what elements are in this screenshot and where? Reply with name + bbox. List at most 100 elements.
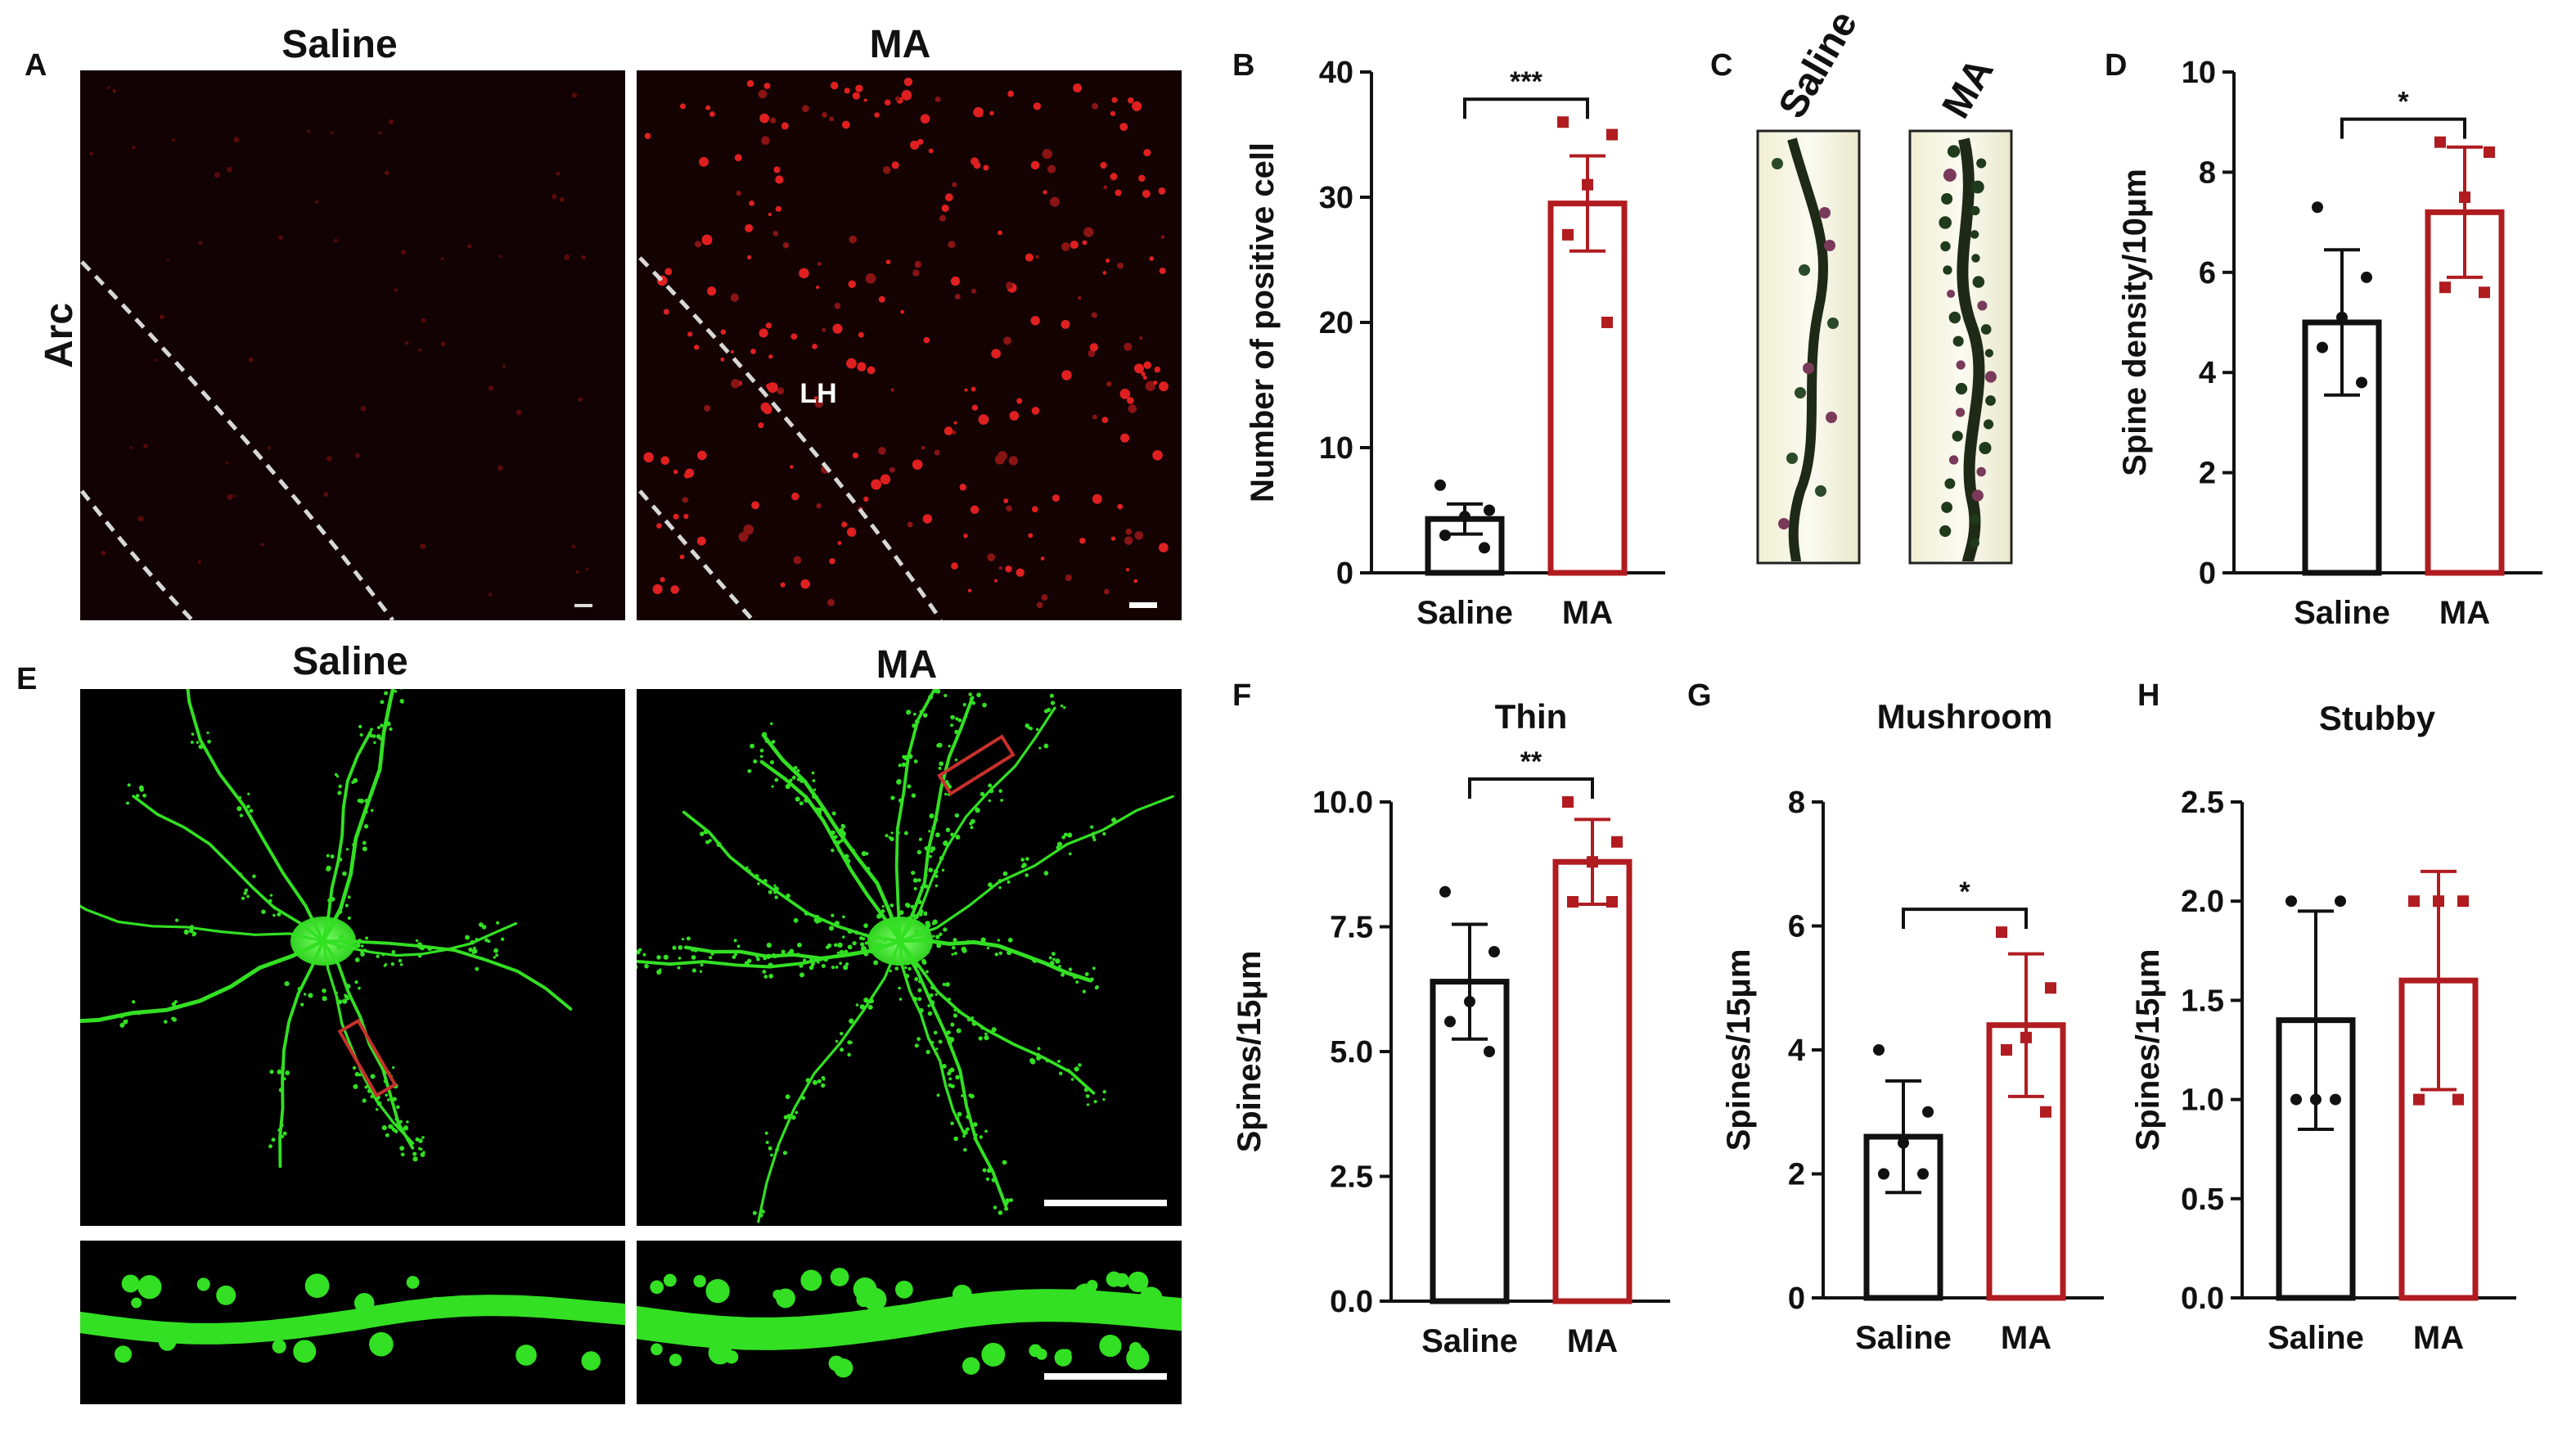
signal-dot: [790, 465, 794, 469]
dendrite-puncta: [1067, 832, 1073, 838]
y-tick-label: 2.5: [2181, 786, 2224, 820]
dendrite-branch: [894, 689, 937, 943]
dendrite-puncta: [347, 895, 351, 899]
dendrite-puncta: [944, 792, 948, 796]
dendrite-puncta: [337, 791, 342, 795]
roi-box: [337, 1018, 398, 1098]
spine: [1976, 466, 1986, 477]
y-axis-label: Spines/15μm: [1232, 951, 1268, 1153]
spine: [1976, 158, 1987, 169]
dendrite-puncta: [1092, 838, 1097, 842]
signal-dot: [768, 354, 773, 359]
data-point: [2433, 895, 2444, 908]
data-point: [1606, 128, 1618, 141]
dendrite-puncta: [934, 993, 938, 996]
region-boundary-line: [80, 260, 394, 622]
signal-dot: [1132, 101, 1142, 111]
dendrite-puncta: [951, 953, 954, 956]
dendrite-puncta: [932, 935, 935, 938]
signal-dot: [747, 255, 752, 260]
dendrite-puncta: [844, 858, 851, 864]
dendrite-puncta: [935, 1047, 939, 1051]
signal-dot: [159, 314, 164, 320]
spine: [1827, 318, 1839, 329]
dendrite-puncta: [391, 1065, 395, 1070]
dendrite-puncta: [921, 960, 927, 965]
dendrite-puncta: [970, 1093, 975, 1099]
signal-dot: [781, 122, 789, 130]
dendrite-puncta: [370, 1074, 376, 1079]
spine: [724, 1350, 739, 1364]
signal-dot: [775, 205, 781, 212]
signal-dot: [1036, 601, 1043, 609]
dendrite-puncta: [772, 953, 777, 959]
dendrite-puncta: [934, 832, 940, 838]
signal-dot: [330, 131, 334, 134]
spine: [406, 1276, 420, 1289]
dendrite-puncta: [831, 848, 835, 853]
dendrite-puncta: [479, 922, 484, 927]
dendrite-puncta: [756, 957, 760, 962]
signal-dot: [1033, 102, 1042, 110]
dendrite-puncta: [354, 957, 360, 962]
signal-dot: [1016, 398, 1023, 404]
signal-dot: [1008, 456, 1018, 466]
dendrite-puncta: [975, 807, 979, 811]
spine: [1980, 324, 1992, 335]
dendrite-puncta: [769, 759, 774, 764]
dendrite-puncta: [785, 784, 790, 790]
y-tick-label: 2.0: [2181, 885, 2224, 919]
signal-dot: [260, 543, 264, 547]
data-point: [1434, 479, 1446, 491]
signal-dot: [1128, 404, 1137, 413]
dendrite-puncta: [764, 1131, 768, 1135]
dendrite-puncta: [66, 893, 70, 896]
spine: [856, 1291, 871, 1308]
dendrite-puncta: [811, 771, 815, 775]
signal-dot: [846, 358, 857, 369]
chart-title: Stubby: [2319, 699, 2436, 737]
dendrite-puncta: [1002, 871, 1008, 876]
signal-dot: [488, 385, 494, 391]
spine: [981, 1342, 1006, 1367]
dendrite-puncta: [956, 1028, 961, 1034]
signal-dot: [889, 466, 895, 473]
dendrite-puncta: [1055, 958, 1061, 964]
dendrite-puncta: [929, 993, 934, 998]
dendrite-puncta: [836, 951, 840, 954]
dendrite-puncta: [1082, 989, 1087, 993]
dendrite-puncta: [1043, 871, 1049, 876]
dendrite-puncta: [916, 849, 922, 855]
signal-dot: [1007, 90, 1014, 97]
signal-dot: [1065, 574, 1072, 582]
dendrite-puncta: [923, 911, 927, 915]
dendrite-puncta: [894, 966, 899, 971]
signal-dot: [1128, 97, 1134, 104]
signal-dot: [998, 230, 1002, 236]
dendrite-puncta: [322, 996, 327, 1002]
significance-label: *: [1959, 876, 1970, 908]
dendrite-puncta: [878, 942, 882, 946]
dendrite-puncta: [691, 955, 696, 960]
y-tick-label: 8: [1788, 786, 1805, 820]
dendrite-puncta: [993, 1205, 998, 1210]
dendrite-puncta: [785, 1094, 790, 1100]
dendrite-puncta: [947, 1071, 952, 1076]
signal-dot: [1088, 349, 1096, 358]
signal-dot: [950, 276, 961, 286]
signal-dot: [963, 534, 968, 538]
data-point: [1996, 926, 2007, 939]
dendrite-puncta: [417, 953, 422, 958]
dendrite-puncta: [369, 728, 373, 732]
signal-dot: [766, 383, 772, 390]
dendrite-puncta: [383, 691, 389, 696]
chart-f: F Thin Spines/15μm 0.0 2.5 5.0 7.5 10.0 Saline MA…: [1232, 678, 1670, 1359]
signal-dot: [440, 257, 444, 260]
signal-dot: [1125, 528, 1133, 535]
dendrite-puncta: [1029, 1057, 1035, 1063]
y-tick-label: 4: [1788, 1034, 1805, 1068]
dendrite-puncta: [277, 912, 281, 917]
data-point: [2330, 1093, 2341, 1106]
dendrite-puncta: [43, 887, 47, 892]
signal-dot: [107, 86, 110, 89]
